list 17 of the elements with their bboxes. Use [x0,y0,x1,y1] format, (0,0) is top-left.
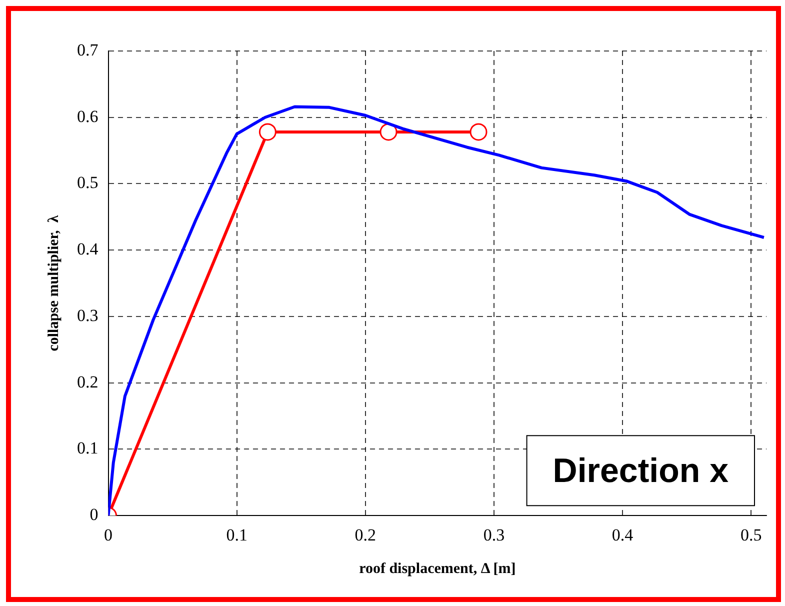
y-tick-label: 0.2 [77,372,98,392]
y-tick-label: 0.3 [77,306,98,325]
y-tick-label: 0 [90,505,98,524]
y-tick-label: 0.5 [77,173,98,192]
x-tick-label: 0 [104,525,112,544]
y-tick-label: 0.1 [77,438,98,458]
x-tick-label: 0.2 [354,525,376,544]
y-tick-label: 0.7 [77,40,99,60]
x-tick-label: 0.4 [612,525,634,544]
y-axis-title: collapse multiplier, λ [46,214,62,352]
x-tick-label: 0.5 [740,525,762,544]
x-tick-label: 0.1 [226,525,248,544]
y-tick-label: 0.6 [77,106,98,126]
annotation: Direction x [552,452,729,490]
x-axis-title: roof displacement, Δ [m] [359,560,516,577]
y-tick-label: 0.4 [77,240,99,259]
x-tick-label: 0.3 [483,525,505,544]
